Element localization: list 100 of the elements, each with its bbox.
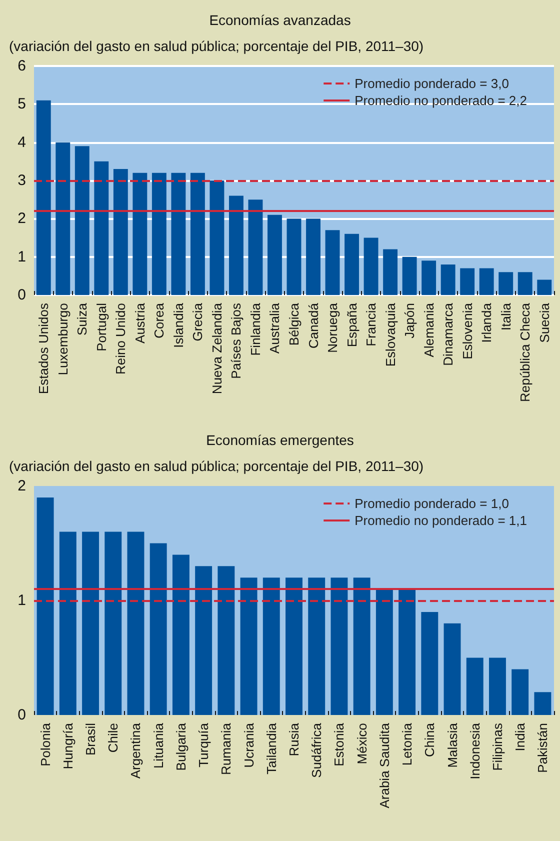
y-tick-label: 5 <box>18 96 26 113</box>
bar <box>113 169 128 295</box>
bar <box>383 249 398 295</box>
chart-subtitle: (variación del gasto en salud pública; porcentaje del PIB, 2011–30) <box>9 458 424 474</box>
x-tick-label: Brasil <box>83 722 98 756</box>
bar <box>74 146 90 295</box>
bar <box>104 532 122 715</box>
x-tick-label: Rumania <box>218 722 234 776</box>
legend-label: Promedio no ponderado = 2,2 <box>354 93 528 108</box>
bar <box>308 578 326 715</box>
x-tick-label: Malasia <box>444 722 460 768</box>
y-tick-label: 4 <box>18 134 26 151</box>
bar <box>444 623 461 715</box>
x-tick-label: Bulgaria <box>173 722 188 771</box>
bar <box>171 172 186 295</box>
bar <box>364 238 378 295</box>
legend-label: Promedio ponderado = 3,0 <box>354 76 509 91</box>
x-tick-label: Pakistán <box>535 723 550 773</box>
bar <box>286 218 302 295</box>
y-tick-label: 0 <box>18 706 26 724</box>
x-tick-label: República Checa <box>518 302 533 402</box>
x-tick-label: Alemania <box>421 302 436 358</box>
x-tick-label: Chile <box>106 723 121 753</box>
bar <box>460 268 475 295</box>
bar <box>94 161 109 295</box>
x-tick-label: Dinamarca <box>440 302 456 366</box>
x-tick-label: Luxemburgo <box>55 303 70 376</box>
bar <box>150 543 167 715</box>
x-tick-label: Estados Unidos <box>36 302 52 394</box>
bar <box>218 566 235 715</box>
bar <box>190 172 205 295</box>
bar <box>422 260 436 295</box>
bar <box>479 268 494 295</box>
x-tick-label: Italia <box>498 302 514 330</box>
x-tick-label: Australia <box>267 302 282 354</box>
y-tick-label: 0 <box>18 286 26 304</box>
x-tick-label: México <box>354 723 370 764</box>
x-tick-label: Portugal <box>94 302 109 352</box>
bar <box>498 272 514 295</box>
x-tick-label: Irlanda <box>479 302 494 343</box>
x-tick-label: Austria <box>132 302 148 344</box>
x-tick-label: Reino Unido <box>113 303 128 375</box>
legend-label: Promedio ponderado = 1,0 <box>354 496 509 511</box>
bar <box>248 200 263 295</box>
x-tick-label: Finlandia <box>248 302 263 356</box>
bar <box>330 578 348 715</box>
x-tick-label: Eslovenia <box>460 302 475 360</box>
x-tick-label: Turquía <box>196 722 212 768</box>
bar <box>127 532 144 715</box>
bar <box>229 196 244 295</box>
y-tick-label: 1 <box>18 592 26 609</box>
x-tick-label: Letonia <box>400 722 415 766</box>
bar <box>440 264 456 295</box>
bar <box>82 532 99 715</box>
bar <box>398 589 416 715</box>
bar <box>132 172 148 295</box>
x-tick-label: Nueva Zelandia <box>209 302 224 394</box>
bar <box>210 180 224 295</box>
bar <box>152 172 166 295</box>
x-tick-label: Canadá <box>306 302 321 349</box>
bar <box>172 554 190 715</box>
bar <box>376 589 393 715</box>
bar <box>344 234 359 295</box>
x-tick-label: Estonia <box>332 722 347 766</box>
bar <box>240 578 258 715</box>
x-tick-label: Tailandia <box>264 722 279 774</box>
bar <box>537 280 552 295</box>
x-tick-label: Argentina <box>128 722 144 779</box>
x-tick-label: Sudáfrica <box>309 722 324 778</box>
x-tick-label: Japón <box>402 303 418 338</box>
y-tick-label: 2 <box>18 478 26 494</box>
x-tick-label: Polonia <box>38 722 53 766</box>
x-tick-label: Noruega <box>325 302 340 353</box>
x-tick-label: Indonesia <box>467 722 482 780</box>
bar <box>325 230 340 295</box>
x-tick-label: Lituania <box>150 722 166 769</box>
bar <box>306 218 320 295</box>
x-tick-label: Ucrania <box>241 722 256 768</box>
x-tick-label: Filipinas <box>490 722 505 771</box>
bar <box>36 100 51 295</box>
y-tick-label: 6 <box>18 58 26 74</box>
chart-title: Economías avanzadas <box>209 12 351 28</box>
bar <box>466 658 484 715</box>
bar <box>36 497 54 715</box>
bar <box>262 578 280 715</box>
x-tick-label: China <box>422 722 438 757</box>
x-tick-label: Arabia Saudita <box>376 722 392 808</box>
y-tick-label: 3 <box>18 172 26 189</box>
bar <box>59 532 76 715</box>
x-tick-label: Francia <box>364 302 379 346</box>
bar <box>489 658 506 715</box>
bar <box>195 566 212 715</box>
chart-subtitle: (variación del gasto en salud pública; porcentaje del PIB, 2011–30) <box>9 38 424 54</box>
bar <box>512 669 529 715</box>
x-tick-label: India <box>512 722 528 752</box>
x-tick-label: Suiza <box>74 302 90 336</box>
y-tick-label: 1 <box>18 248 26 266</box>
x-tick-label: Corea <box>152 302 167 338</box>
bar <box>534 692 552 715</box>
x-tick-label: Grecia <box>190 302 206 342</box>
